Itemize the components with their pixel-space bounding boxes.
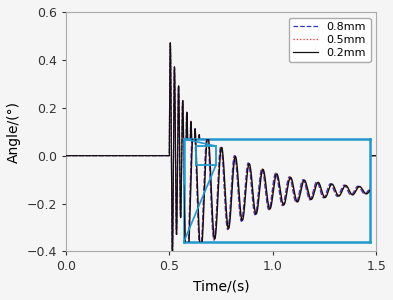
0.8mm <box>316 154 321 158</box>
0.5mm <box>374 154 378 158</box>
0.8mm <box>71 154 76 158</box>
0.5mm <box>64 154 68 158</box>
0.2mm <box>64 154 68 158</box>
0.2mm <box>199 172 204 176</box>
0.8mm <box>132 154 137 158</box>
0.5mm <box>170 254 175 257</box>
0.8mm <box>168 41 173 45</box>
0.5mm <box>168 41 173 45</box>
Line: 0.5mm: 0.5mm <box>66 43 376 256</box>
0.2mm <box>83 154 88 158</box>
0.8mm <box>83 154 88 158</box>
0.2mm <box>170 254 175 257</box>
0.2mm <box>316 154 321 158</box>
0.5mm <box>83 154 88 158</box>
Line: 0.2mm: 0.2mm <box>66 43 376 256</box>
X-axis label: Time/(s): Time/(s) <box>193 279 249 293</box>
0.5mm <box>132 154 137 158</box>
0.8mm <box>64 154 68 158</box>
Y-axis label: Angle/(°): Angle/(°) <box>7 101 21 163</box>
Bar <box>196 146 216 165</box>
Line: 0.8mm: 0.8mm <box>66 43 376 256</box>
0.2mm <box>374 154 378 158</box>
0.8mm <box>170 254 175 257</box>
0.5mm <box>199 172 204 175</box>
0.2mm <box>171 233 175 236</box>
0.2mm <box>132 154 137 158</box>
0.8mm <box>199 171 204 175</box>
Legend: 0.8mm, 0.5mm, 0.2mm: 0.8mm, 0.5mm, 0.2mm <box>289 17 371 62</box>
0.5mm <box>316 154 321 158</box>
0.2mm <box>168 41 173 45</box>
0.5mm <box>71 154 76 158</box>
0.8mm <box>171 231 175 234</box>
0.8mm <box>374 154 378 158</box>
0.2mm <box>71 154 76 158</box>
0.5mm <box>171 232 175 236</box>
